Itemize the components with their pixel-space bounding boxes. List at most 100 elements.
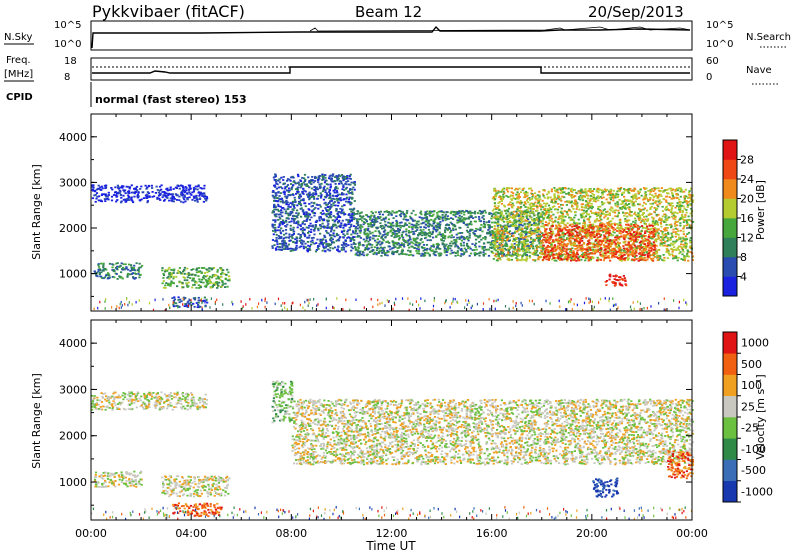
echo-cell (378, 235, 381, 237)
echo-cell (565, 204, 568, 206)
echo-cell (203, 194, 206, 197)
echo-cell (197, 267, 201, 269)
echo-cell (345, 186, 348, 189)
echo-cell (612, 239, 615, 241)
echo-cell (347, 223, 350, 225)
echo-cell (574, 211, 577, 214)
echo-cell (366, 248, 369, 251)
echo-cell (418, 216, 421, 219)
echo-cell (381, 238, 384, 241)
echo-cell (329, 185, 332, 188)
echo-cell (435, 243, 438, 245)
echo-cell (118, 189, 121, 192)
echo-cell (499, 238, 502, 241)
echo-cell (171, 297, 174, 299)
echo-cell (462, 244, 465, 247)
echo-cell (280, 227, 283, 230)
echo-cell (643, 201, 646, 204)
echo-cell (183, 198, 186, 201)
echo-cell (688, 196, 691, 199)
echo-cell (656, 204, 659, 206)
echo-cell (293, 196, 296, 199)
echo-cell (315, 186, 318, 189)
echo-cell (543, 208, 546, 211)
echo-cell (429, 223, 432, 226)
echo-cell (523, 259, 526, 261)
echo-cell (272, 233, 275, 236)
echo-cell (191, 279, 194, 282)
echo-cell (170, 199, 173, 202)
echo-cell (292, 240, 295, 243)
echo-cell (351, 191, 354, 194)
echo-cell (586, 201, 589, 204)
echo-cell (324, 239, 327, 242)
echo-cell (147, 195, 150, 198)
echo-cell (349, 203, 352, 206)
echo-cell (337, 225, 340, 228)
echo-cell (410, 223, 413, 226)
echo-cell (532, 252, 535, 254)
echo-cell (307, 244, 310, 247)
echo-cell (665, 235, 668, 238)
echo-cell (291, 186, 294, 189)
echo-cell (318, 204, 321, 206)
echo-cell (317, 248, 320, 250)
echo-cell (280, 176, 283, 179)
echo-cell (298, 183, 301, 186)
echo-cell (536, 197, 539, 200)
echo-cell (287, 191, 290, 193)
echo-cell (460, 210, 463, 213)
echo-cell (426, 239, 429, 242)
echo-cell (420, 234, 423, 237)
echo-cell (550, 190, 553, 193)
echo-cell (358, 254, 361, 257)
echo-cell (293, 207, 296, 209)
echo-cell (675, 257, 678, 259)
echo-cell (285, 232, 288, 235)
echo-cell (431, 249, 434, 252)
echo-cell (488, 232, 491, 235)
echo-cell (609, 249, 612, 252)
echo-cell (419, 212, 422, 214)
echo-cell (165, 192, 168, 195)
echo-cell (423, 247, 426, 249)
echo-cell (331, 238, 334, 241)
echo-cell (433, 228, 436, 230)
echo-cell (183, 194, 186, 197)
echo-cell (316, 197, 319, 200)
echo-cell (151, 191, 154, 193)
echo-cell (451, 252, 454, 254)
echo-cell (675, 239, 678, 242)
echo-cell (307, 195, 311, 198)
echo-cell (291, 249, 294, 252)
echo-cell (506, 245, 509, 247)
echo-cell (537, 220, 540, 223)
echo-cell (537, 246, 540, 248)
echo-cell (412, 237, 415, 240)
echo-cell (415, 250, 418, 252)
echo-cell (337, 220, 340, 223)
echo-cell (501, 228, 504, 231)
echo-cell (690, 198, 693, 201)
echo-cell (506, 234, 509, 237)
echo-cell (345, 223, 348, 226)
echo-cell (281, 199, 284, 202)
echo-cell (498, 243, 501, 246)
echo-cell (362, 254, 365, 257)
echo-cell (279, 222, 282, 224)
echo-cell (541, 199, 544, 202)
echo-cell (337, 234, 340, 236)
echo-cell (325, 215, 328, 218)
echo-cell (332, 225, 335, 228)
echo-cell (318, 245, 321, 248)
echo-cell (217, 284, 220, 287)
echo-cell (165, 196, 168, 198)
echo-cell (138, 276, 141, 279)
echo-cell (574, 240, 577, 242)
echo-cell (278, 223, 281, 225)
echo-cell (520, 229, 523, 231)
echo-cell (500, 196, 503, 199)
echo-cell (373, 223, 376, 225)
echo-cell (560, 222, 563, 224)
echo-cell (322, 212, 325, 215)
